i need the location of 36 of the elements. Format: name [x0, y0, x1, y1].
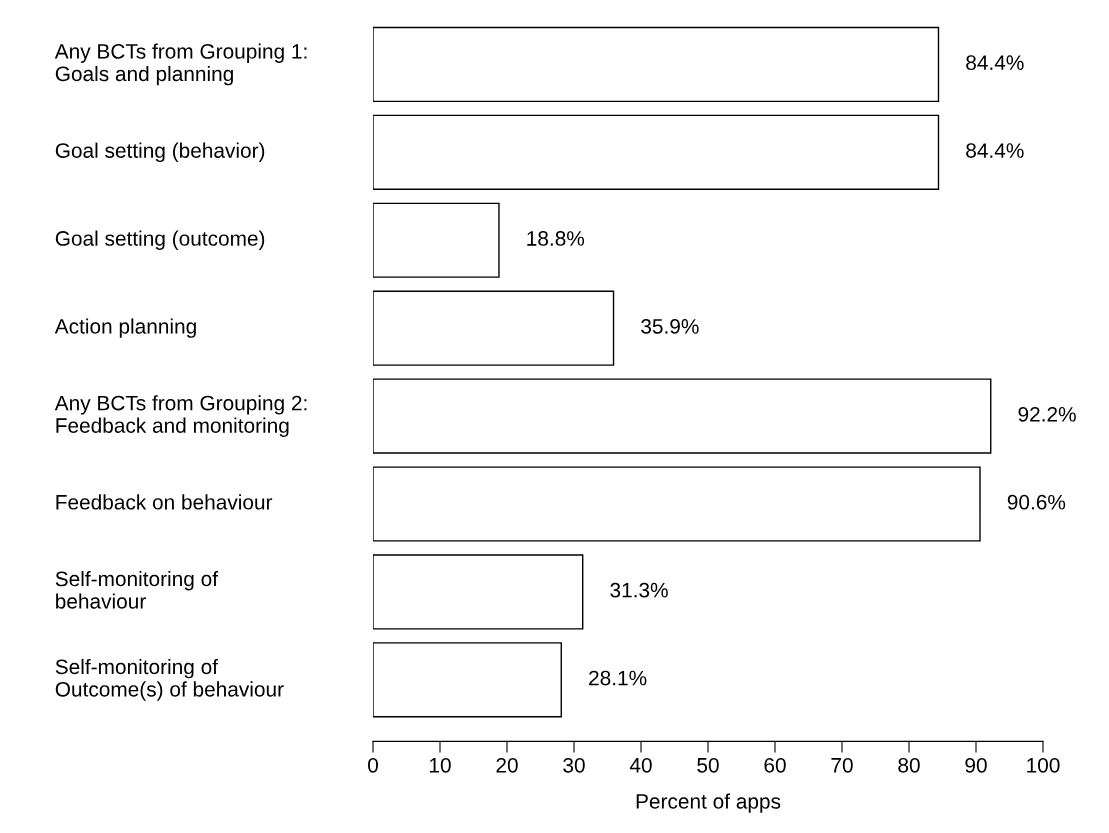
data-label: 84.4% [966, 55, 1024, 70]
y-tick-label: Any BCTs from Grouping 1: Goals and planning [54, 43, 307, 86]
x-tick-label: 100 [1027, 757, 1060, 773]
y-tick-label: Action planning [54, 318, 196, 338]
x-tick-label: 40 [629, 757, 652, 773]
data-label: 90.6% [1007, 494, 1066, 510]
y-tick-label: Self-monitoring of Outcome(s) of behaviour [55, 658, 284, 701]
y-tick-label: Goal setting (outcome) [55, 230, 265, 250]
x-tick-label: 10 [430, 757, 451, 773]
data-label: 28.1% [589, 670, 647, 686]
x-tick-label: 20 [496, 757, 518, 773]
bar [373, 114, 940, 190]
data-label: 31.3% [610, 582, 668, 598]
bar [373, 642, 562, 718]
bar [373, 466, 981, 542]
y-tick-label: Self-monitoring of behaviour [55, 570, 219, 609]
bar [373, 202, 500, 278]
data-label: 18.8% [527, 231, 585, 246]
bar [373, 26, 940, 103]
data-label: 92.2% [1018, 406, 1076, 422]
y-tick-label: Feedback on behaviour [56, 494, 273, 510]
data-label: 84.4% [966, 143, 1024, 158]
bar [373, 378, 992, 454]
y-tick-label: Goal setting (behavior) [55, 142, 265, 163]
bar [373, 554, 584, 630]
x-tick-label: 70 [831, 757, 853, 773]
x-tick-label: 60 [764, 757, 786, 773]
x-tick-label: 50 [697, 757, 719, 773]
x-tick-label: 90 [965, 757, 987, 773]
x-tick-label: 30 [563, 757, 585, 773]
y-tick-label: Any BCTs from Grouping 2: Feedback and monitoring [54, 395, 307, 438]
x-tick-label: 80 [898, 757, 920, 773]
data-label: 35.9% [641, 319, 699, 334]
x-axis-title: Percent of apps [636, 793, 781, 813]
x-tick-label: 0 [368, 757, 378, 773]
bar [373, 290, 615, 366]
